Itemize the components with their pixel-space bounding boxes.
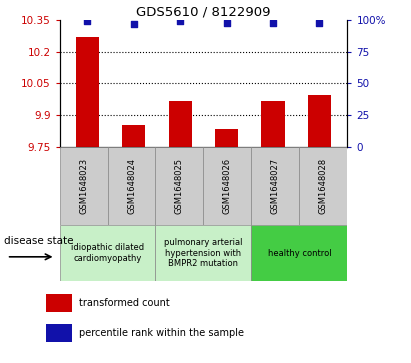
Text: transformed count: transformed count bbox=[79, 298, 169, 308]
Bar bbox=[60, 147, 108, 225]
Point bbox=[177, 18, 184, 24]
Bar bbox=[203, 147, 252, 225]
Point bbox=[131, 21, 137, 27]
Text: GSM1648024: GSM1648024 bbox=[127, 158, 136, 214]
Bar bbox=[155, 147, 203, 225]
Text: GSM1648026: GSM1648026 bbox=[223, 158, 232, 214]
Bar bbox=[60, 225, 155, 281]
Point bbox=[316, 20, 323, 25]
Point bbox=[84, 18, 91, 24]
Bar bbox=[169, 102, 192, 147]
Title: GDS5610 / 8122909: GDS5610 / 8122909 bbox=[136, 6, 271, 19]
Bar bbox=[299, 147, 347, 225]
Text: idiopathic dilated
cardiomyopathy: idiopathic dilated cardiomyopathy bbox=[71, 244, 144, 263]
Bar bbox=[46, 325, 72, 342]
Bar bbox=[155, 225, 252, 281]
Bar bbox=[122, 125, 145, 147]
Text: percentile rank within the sample: percentile rank within the sample bbox=[79, 328, 243, 338]
Text: GSM1648027: GSM1648027 bbox=[271, 158, 280, 214]
Bar bbox=[46, 294, 72, 311]
Bar bbox=[252, 225, 347, 281]
Text: GSM1648023: GSM1648023 bbox=[79, 158, 88, 214]
Bar bbox=[76, 37, 99, 147]
Text: disease state: disease state bbox=[4, 236, 74, 246]
Bar bbox=[308, 94, 331, 147]
Text: GSM1648028: GSM1648028 bbox=[319, 158, 328, 214]
Text: healthy control: healthy control bbox=[268, 249, 331, 258]
Bar bbox=[261, 101, 285, 147]
Text: pulmonary arterial
hypertension with
BMPR2 mutation: pulmonary arterial hypertension with BMP… bbox=[164, 238, 242, 268]
Point bbox=[270, 20, 276, 25]
Text: GSM1648025: GSM1648025 bbox=[175, 158, 184, 214]
Bar bbox=[215, 129, 238, 147]
Bar bbox=[108, 147, 155, 225]
Point bbox=[223, 20, 230, 25]
Bar bbox=[252, 147, 299, 225]
